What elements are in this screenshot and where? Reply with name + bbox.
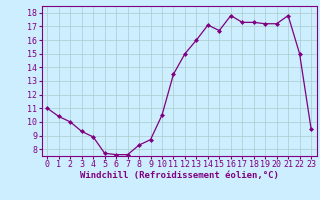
X-axis label: Windchill (Refroidissement éolien,°C): Windchill (Refroidissement éolien,°C) bbox=[80, 171, 279, 180]
